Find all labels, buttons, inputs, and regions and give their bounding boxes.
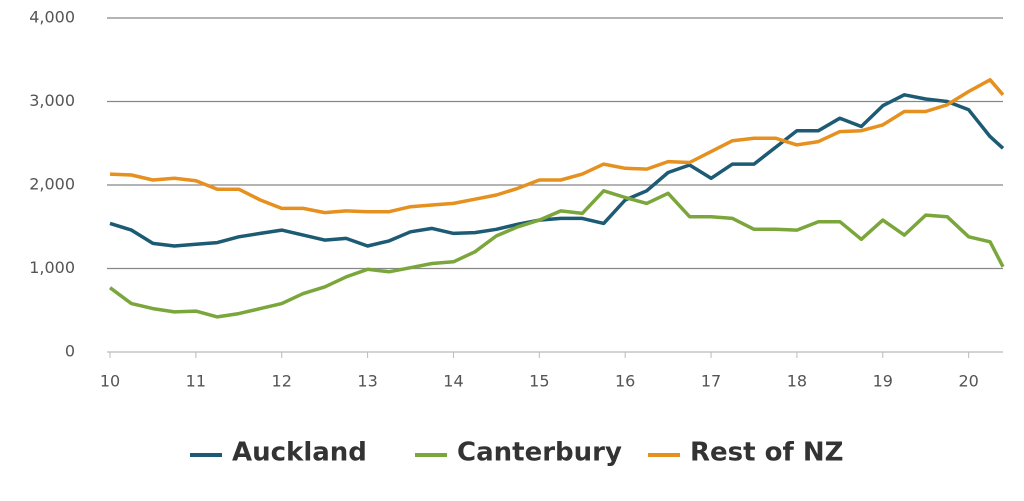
- x-tick-label: 10: [100, 372, 120, 391]
- series-line: [109, 93, 1005, 248]
- y-tick-label: 1,000: [29, 258, 75, 277]
- y-tick-label: 2,000: [29, 175, 75, 194]
- legend-label: Rest of NZ: [690, 438, 843, 468]
- x-tick-label: 14: [443, 372, 463, 391]
- y-tick-label: 0: [65, 342, 75, 361]
- y-tick-label: 4,000: [29, 8, 75, 27]
- y-tick-label: 3,000: [29, 91, 75, 110]
- x-tick-label: 16: [615, 372, 635, 391]
- x-tick-label: 13: [357, 372, 377, 391]
- x-tick-label: 12: [272, 372, 292, 391]
- series-line: [108, 189, 1005, 319]
- legend-label: Auckland: [232, 438, 367, 468]
- x-tick-label: 18: [787, 372, 807, 391]
- x-tick-label: 17: [701, 372, 721, 391]
- x-tick-label: 19: [873, 372, 893, 391]
- x-tick-label: 20: [958, 372, 978, 391]
- x-tick-label: 11: [186, 372, 206, 391]
- series-line: [109, 78, 1005, 215]
- legend-label: Canterbury: [457, 438, 622, 468]
- x-tick-label: 15: [529, 372, 549, 391]
